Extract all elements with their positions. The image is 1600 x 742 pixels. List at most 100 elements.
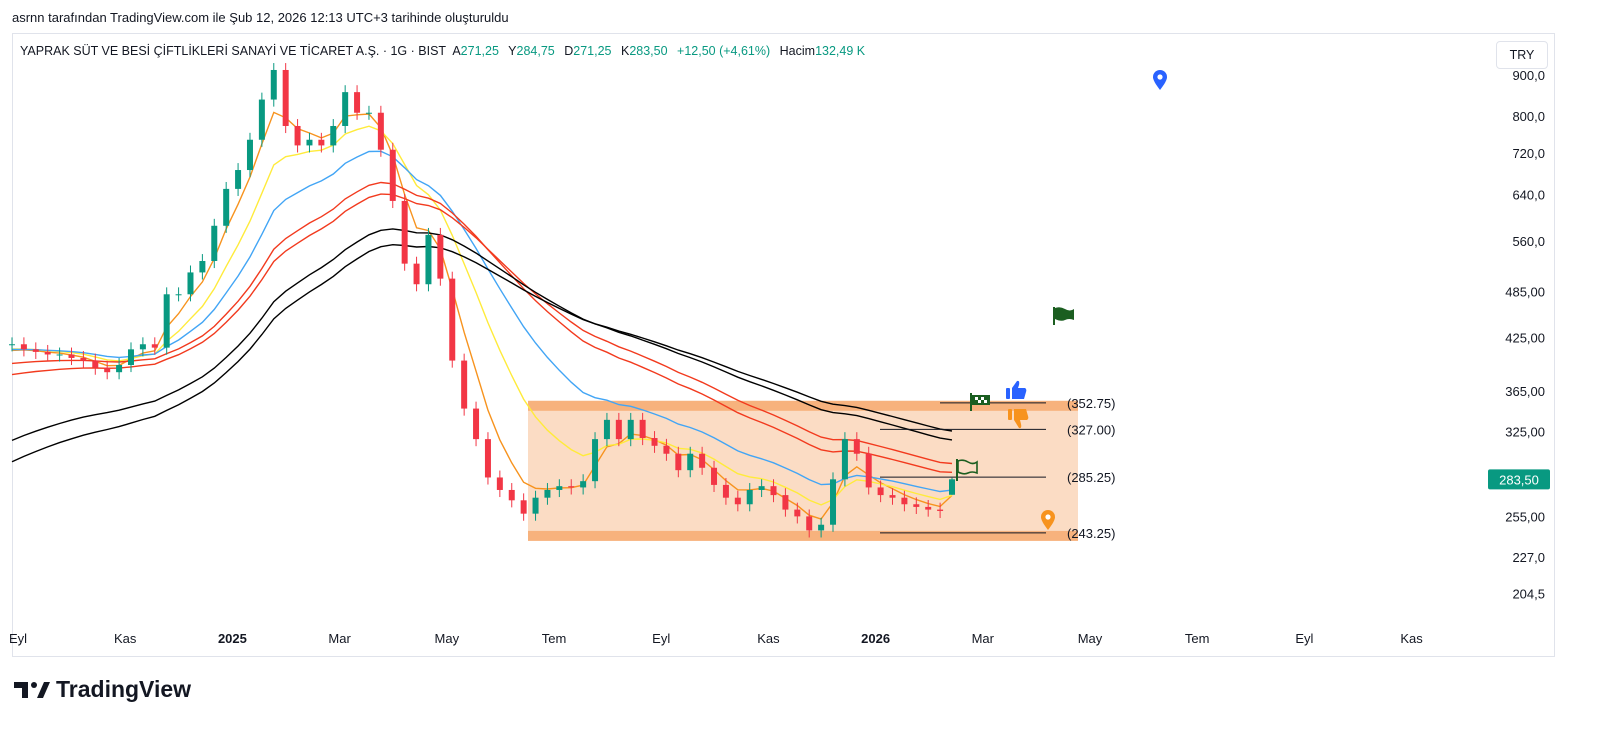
candle	[734, 490, 741, 512]
candle-body	[508, 489, 515, 501]
candle-body	[294, 125, 301, 146]
candle	[175, 287, 182, 302]
moving-averages	[11, 111, 953, 520]
last-price-badge: 283,50	[1488, 469, 1550, 490]
candle-body	[627, 419, 634, 440]
candle-body	[401, 200, 408, 264]
price-axis[interactable]: 900,0 800,0 720,0 640,0 560,0 485,00 425,00 365…	[1505, 68, 1545, 602]
volume-label: Hacim	[779, 44, 816, 58]
candle-body	[20, 344, 27, 350]
level-lines[interactable]: (352.75) (327.00) (285.25) (243.25)	[880, 396, 1115, 541]
candle	[592, 432, 599, 489]
candle-body	[758, 486, 765, 490]
candles	[9, 63, 955, 538]
candle-body	[163, 294, 170, 348]
candle	[925, 499, 932, 517]
candle-body	[937, 509, 944, 511]
time-tick-label: Mar	[328, 631, 351, 646]
checkered-flag-icon[interactable]	[970, 393, 990, 411]
time-tick-label: Eyl	[1295, 631, 1313, 646]
candle-body	[711, 467, 718, 485]
candle-body	[484, 439, 491, 478]
candle-body	[318, 139, 325, 146]
candle	[473, 401, 480, 447]
price-tick-label: 325,00	[1505, 424, 1545, 439]
candle-body	[639, 419, 646, 439]
candle	[580, 474, 587, 495]
candle	[568, 479, 575, 495]
flag-outline-icon[interactable]	[956, 459, 978, 481]
candle-body	[603, 419, 610, 440]
candle-body	[473, 408, 480, 440]
candle	[746, 483, 753, 512]
candle-body	[722, 484, 729, 498]
time-axis[interactable]: Eyl Kas 2025 Mar May Tem Eyl Kas 2026 Mar May Tem Ey…	[9, 631, 1423, 646]
symbol-title: YAPRAK SÜT VE BESİ ÇİFTLİKLERİ SANAYİ VE…	[20, 44, 447, 58]
candle	[532, 490, 539, 521]
flag-green-icon[interactable]	[1053, 307, 1074, 325]
candle	[627, 412, 634, 447]
candle	[865, 446, 872, 495]
level-label: (243.25)	[1067, 526, 1115, 541]
candle-body	[127, 349, 134, 366]
candle	[80, 351, 87, 368]
candle	[401, 194, 408, 271]
candle-body	[342, 92, 349, 126]
candle-body	[532, 497, 539, 514]
zone-body[interactable]	[528, 400, 1078, 539]
candle-body	[44, 351, 51, 355]
candle-body	[187, 272, 194, 295]
candle	[116, 358, 123, 380]
candle	[687, 446, 694, 478]
candle-body	[841, 439, 848, 480]
map-pin-blue-icon[interactable]	[1153, 70, 1167, 90]
candle	[699, 446, 706, 475]
candle-body	[330, 125, 337, 146]
candle	[782, 488, 789, 517]
time-tick-label: Tem	[1185, 631, 1210, 646]
currency-button[interactable]: TRY	[1496, 41, 1548, 69]
level-label: (352.75)	[1067, 396, 1115, 411]
candle-body	[175, 294, 182, 296]
candle	[151, 337, 158, 355]
zone-bottom-band	[528, 530, 1078, 541]
candle-body	[865, 453, 872, 488]
candle-body	[496, 477, 503, 490]
candle-body	[80, 357, 87, 361]
high-value: 284,75	[516, 44, 555, 58]
candle-body	[92, 360, 99, 368]
candle	[20, 337, 27, 357]
thumbs-up-icon[interactable]	[1006, 380, 1027, 399]
candle	[639, 412, 646, 446]
price-tick-label: 900,0	[1512, 68, 1545, 83]
candle-body	[461, 360, 468, 409]
candle-body	[520, 500, 527, 514]
range-zone[interactable]	[528, 400, 1078, 541]
open-value: 271,25	[460, 44, 499, 58]
time-tick-label: Eyl	[652, 631, 670, 646]
attribution-text: asrnn tarafından TradingView.com ile Şub…	[12, 10, 509, 25]
candle-body	[663, 445, 670, 454]
tradingview-logo[interactable]: TradingView	[14, 676, 191, 703]
candle-body	[56, 354, 63, 356]
candle-body	[437, 234, 444, 279]
candle-body	[223, 188, 230, 226]
candle	[342, 85, 349, 134]
time-tick-label: Tem	[542, 631, 567, 646]
candle-body	[734, 497, 741, 505]
symbol-legend[interactable]: YAPRAK SÜT VE BESİ ÇİFTLİKLERİ SANAYİ VE…	[20, 44, 871, 58]
candle	[889, 488, 896, 505]
candle-body	[235, 170, 242, 189]
close-value: 283,50	[629, 44, 668, 58]
map-pin-orange-icon[interactable]	[1041, 510, 1055, 530]
price-tick-label: 365,00	[1505, 384, 1545, 399]
candle-body	[770, 486, 777, 496]
candle	[556, 479, 563, 498]
thumbs-down-icon[interactable]	[1008, 409, 1029, 429]
candle	[32, 342, 39, 359]
candle	[913, 497, 920, 514]
ma-line-7	[11, 243, 953, 463]
candle-body	[425, 234, 432, 285]
candle-body	[877, 487, 884, 496]
